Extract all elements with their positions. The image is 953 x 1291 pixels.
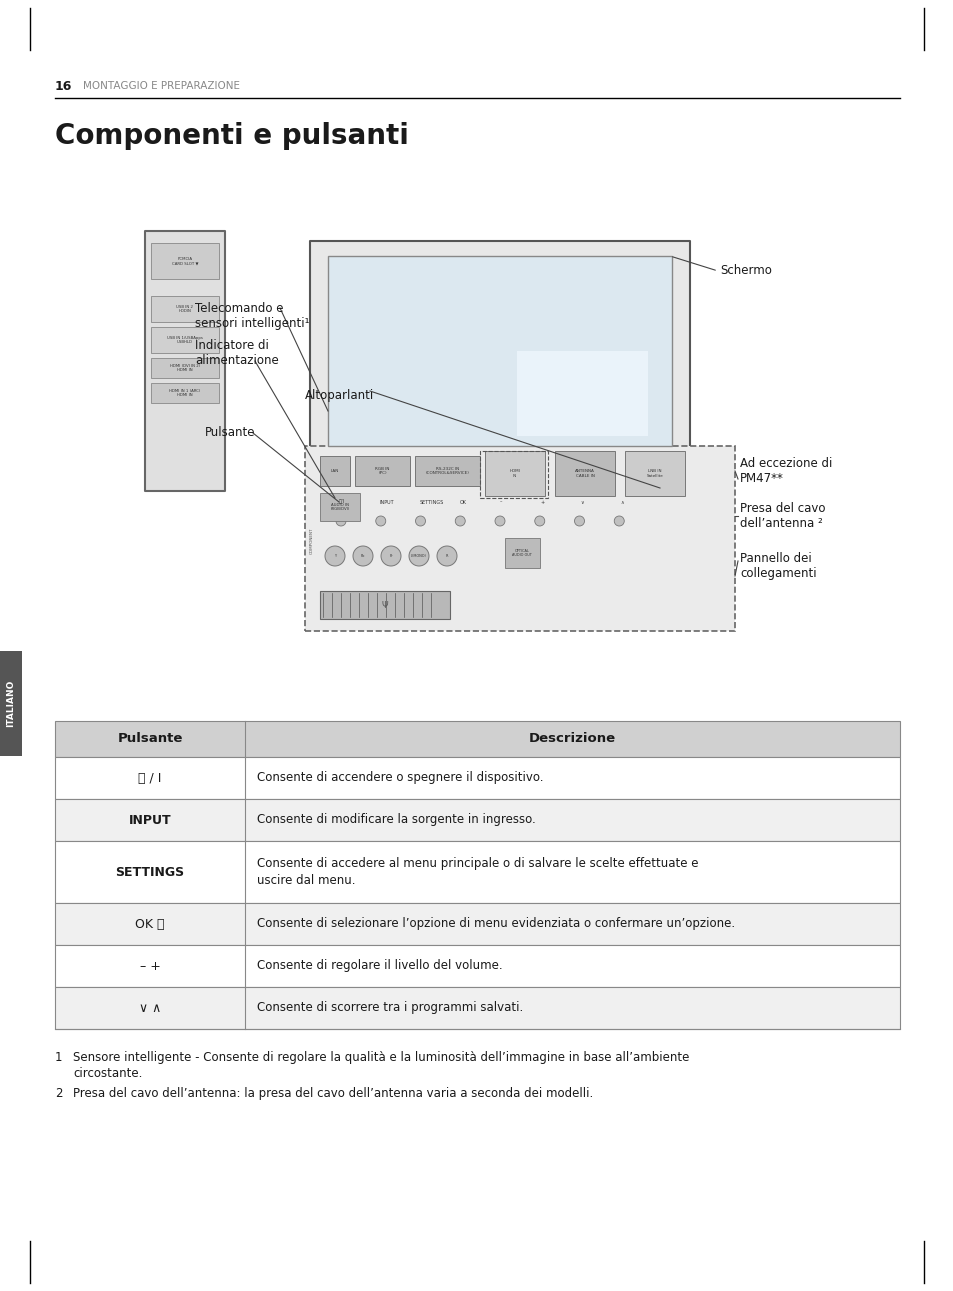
Text: ∨ ∧: ∨ ∧	[139, 1002, 161, 1015]
Circle shape	[380, 546, 400, 565]
Text: Componenti e pulsanti: Componenti e pulsanti	[55, 123, 409, 150]
Bar	[355, 456, 410, 485]
Text: Consente di regolare il livello del volume.: Consente di regolare il livello del volu…	[256, 959, 502, 972]
Text: Sensore intelligente - Consente di regolare la qualità e la luminosità dell’imma: Sensore intelligente - Consente di regol…	[73, 1051, 689, 1064]
Text: Y: Y	[334, 554, 335, 558]
Text: LAN: LAN	[331, 469, 338, 473]
Circle shape	[409, 546, 429, 565]
Text: HDMI
IN: HDMI IN	[509, 469, 519, 478]
Text: INPUT: INPUT	[129, 813, 172, 826]
Bar	[624, 451, 684, 496]
Text: HDMI IN 1 (ARC)
HDMI IN: HDMI IN 1 (ARC) HDMI IN	[169, 389, 200, 398]
Bar	[151, 358, 219, 378]
Text: ⏻ / I: ⏻ / I	[138, 772, 161, 785]
Text: circostante.: circostante.	[73, 1066, 142, 1081]
Bar	[555, 451, 615, 496]
Bar	[415, 456, 479, 485]
Text: ITALIANO: ITALIANO	[7, 680, 15, 727]
Text: Pannello dei
collegamenti: Pannello dei collegamenti	[740, 553, 816, 580]
Text: OK: OK	[459, 500, 466, 505]
Text: 2: 2	[55, 1087, 63, 1100]
Text: OK Ⓞ: OK Ⓞ	[135, 918, 165, 931]
Bar	[55, 799, 899, 840]
Text: L(MONO): L(MONO)	[411, 554, 427, 558]
Text: RGB IN
(PC): RGB IN (PC)	[375, 467, 389, 475]
Circle shape	[353, 546, 373, 565]
Circle shape	[416, 516, 425, 525]
Text: Presa del cavo dell’antenna: la presa del cavo dell’antenna varia a seconda dei : Presa del cavo dell’antenna: la presa de…	[73, 1087, 593, 1100]
Bar	[55, 840, 899, 902]
Bar	[55, 720, 899, 757]
Text: Pulsante: Pulsante	[117, 732, 182, 745]
Text: Descrizione: Descrizione	[528, 732, 616, 745]
Circle shape	[614, 516, 623, 525]
Text: +: +	[539, 500, 544, 505]
Bar	[151, 243, 219, 279]
Bar	[305, 445, 734, 631]
Text: 16: 16	[55, 80, 72, 93]
Text: Consente di selezionare l’opzione di menu evidenziata o confermare un’opzione.: Consente di selezionare l’opzione di men…	[256, 918, 735, 931]
Text: COMPONENT: COMPONENT	[310, 528, 314, 554]
Bar	[151, 383, 219, 403]
Bar	[479, 451, 547, 498]
Text: uscire dal menu.: uscire dal menu.	[256, 874, 355, 887]
Text: –: –	[499, 500, 502, 505]
Text: Pulsante: Pulsante	[205, 426, 255, 439]
Bar	[504, 538, 539, 568]
Text: – +: – +	[139, 959, 160, 972]
Text: Indicatore di
alimentazione: Indicatore di alimentazione	[194, 340, 278, 367]
Text: USB IN 2
HDDIN: USB IN 2 HDDIN	[176, 305, 193, 314]
Text: ∨: ∨	[579, 500, 583, 505]
Text: ⏻/I: ⏻/I	[338, 500, 345, 505]
Circle shape	[335, 516, 346, 525]
Bar	[151, 327, 219, 352]
Text: Pb: Pb	[360, 554, 365, 558]
Text: AUDIO IN
(RGB/DVI): AUDIO IN (RGB/DVI)	[330, 502, 349, 511]
Text: 1: 1	[55, 1051, 63, 1064]
Text: RS-232C IN
(CONTROL&SERVICE): RS-232C IN (CONTROL&SERVICE)	[425, 467, 469, 475]
Bar	[55, 902, 899, 945]
Bar	[0, 651, 22, 757]
Bar	[319, 591, 450, 618]
Text: Consente di modificare la sorgente in ingresso.: Consente di modificare la sorgente in in…	[256, 813, 536, 826]
Bar	[55, 757, 899, 799]
Text: SETTINGS: SETTINGS	[115, 865, 184, 878]
Bar	[310, 471, 689, 493]
Text: Ψ: Ψ	[381, 600, 388, 609]
Text: INPUT: INPUT	[379, 500, 394, 505]
Text: Schermo: Schermo	[720, 265, 771, 278]
Circle shape	[325, 546, 345, 565]
Text: USB IN 1/USBApps
USBHLD: USB IN 1/USBApps USBHLD	[167, 336, 203, 345]
Text: Altoparlanti: Altoparlanti	[305, 390, 375, 403]
Bar	[55, 988, 899, 1029]
Bar	[329, 493, 670, 511]
Text: HDMI (DVI IN 2)
HDMI IN: HDMI (DVI IN 2) HDMI IN	[170, 364, 200, 372]
Bar	[328, 256, 671, 445]
Text: Pr: Pr	[389, 554, 393, 558]
Bar	[55, 945, 899, 988]
Text: Consente di accendere o spegnere il dispositivo.: Consente di accendere o spegnere il disp…	[256, 772, 543, 785]
Circle shape	[375, 516, 385, 525]
Text: Ad eccezione di
PM47**: Ad eccezione di PM47**	[740, 457, 832, 485]
Circle shape	[455, 516, 465, 525]
Text: ∧: ∧	[620, 500, 623, 505]
Bar	[319, 456, 350, 485]
Bar	[310, 241, 689, 471]
Text: OPTICAL
AUDIO OUT: OPTICAL AUDIO OUT	[512, 549, 532, 558]
Text: R: R	[445, 554, 448, 558]
Text: Telecomando e
sensori intelligenti¹: Telecomando e sensori intelligenti¹	[194, 302, 309, 330]
Circle shape	[535, 516, 544, 525]
Text: ANTENNA
CABLE IN: ANTENNA CABLE IN	[575, 469, 595, 478]
Bar	[151, 296, 219, 321]
Text: Presa del cavo
dell’antenna ²: Presa del cavo dell’antenna ²	[740, 502, 824, 531]
Text: Consente di scorrere tra i programmi salvati.: Consente di scorrere tra i programmi sal…	[256, 1002, 522, 1015]
Bar	[319, 493, 359, 522]
Circle shape	[495, 516, 504, 525]
Bar	[517, 350, 647, 436]
Text: PCMCIA
CARD SLOT ▼: PCMCIA CARD SLOT ▼	[172, 257, 198, 265]
Bar	[484, 451, 544, 496]
Bar	[145, 231, 225, 491]
Text: Consente di accedere al menu principale o di salvare le scelte effettuate e: Consente di accedere al menu principale …	[256, 857, 698, 870]
Circle shape	[436, 546, 456, 565]
Text: LNB IN
Satellite: LNB IN Satellite	[646, 469, 662, 478]
